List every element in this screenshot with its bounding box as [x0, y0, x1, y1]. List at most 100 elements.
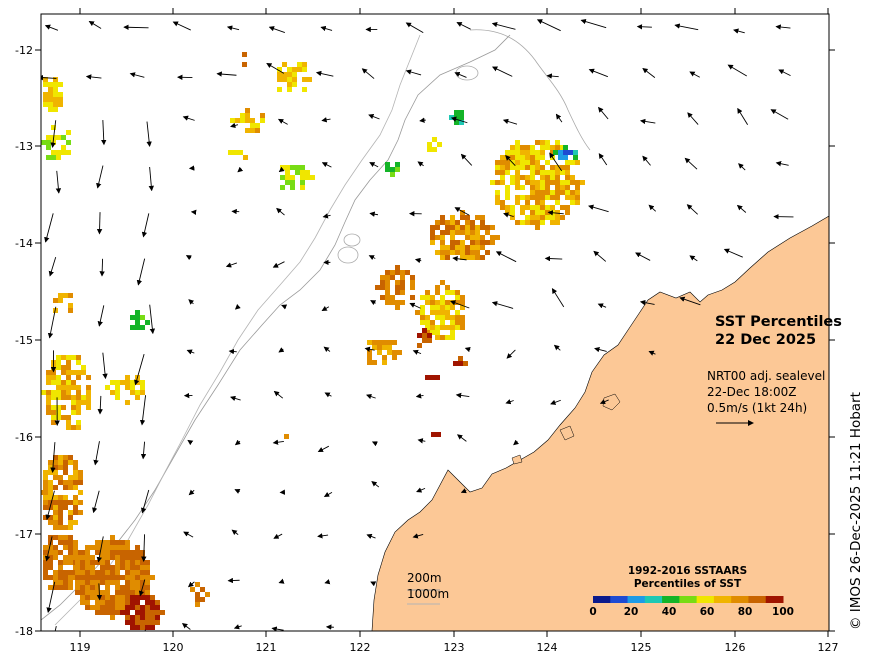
current-vector: [272, 439, 284, 445]
sst-pixel: [282, 77, 287, 82]
sst-pixel: [400, 275, 405, 280]
sst-pixel: [85, 585, 90, 590]
sst-pixel: [380, 280, 385, 285]
sst-pixel: [475, 235, 480, 240]
sst-pixel: [135, 325, 140, 330]
current-vector: [141, 213, 150, 238]
sst-pixel: [95, 585, 100, 590]
legend-title: 1992-2016 SSTAARS Percentiles of SST: [600, 565, 775, 591]
sst-pixel: [68, 303, 73, 308]
sst-pixel: [63, 455, 68, 460]
sst-pixel: [515, 195, 520, 200]
current-vector: [85, 74, 102, 80]
sst-pixel: [245, 118, 250, 123]
sst-pixel: [46, 405, 51, 410]
sst-pixel: [75, 560, 80, 565]
sst-pixel: [140, 315, 145, 320]
sst-pixel: [71, 385, 76, 390]
sst-pixel: [455, 240, 460, 245]
sst-pixel: [90, 580, 95, 585]
sst-pixel: [570, 180, 575, 185]
current-vector: [129, 72, 145, 78]
sst-pixel: [563, 145, 568, 150]
sst-pixel: [46, 145, 51, 150]
current-vector: [144, 629, 146, 631]
current-vector: [491, 66, 513, 77]
sst-pixel: [505, 190, 510, 195]
current-vector: [598, 153, 608, 166]
current-vector: [588, 204, 609, 213]
sst-pixel: [385, 280, 390, 285]
sst-pixel: [458, 361, 463, 366]
sst-pixel: [545, 175, 550, 180]
sst-pixel: [465, 215, 470, 220]
svg-text:127: 127: [818, 641, 839, 654]
sst-pixel: [135, 610, 140, 615]
sst-pixel: [425, 290, 430, 295]
sst-pixel: [495, 195, 500, 200]
sst-pixel: [230, 118, 235, 123]
sst-pixel: [81, 395, 86, 400]
sst-pixel: [75, 575, 80, 580]
sst-pixel: [490, 225, 495, 230]
sst-pixel: [135, 560, 140, 565]
sst-pixel: [145, 320, 150, 325]
sst-pixel: [145, 570, 150, 575]
sst-pixel: [435, 300, 440, 305]
sst-pixel: [385, 167, 390, 172]
sst-pixel: [48, 560, 53, 565]
current-vector: [588, 68, 608, 78]
sst-pixel: [48, 500, 53, 505]
sst-pixel: [46, 135, 51, 140]
current-vector: [415, 393, 424, 399]
sst-pixel: [450, 235, 455, 240]
sst-pixel: [430, 295, 435, 300]
svg-text:125: 125: [631, 641, 652, 654]
sst-pixel: [53, 485, 58, 490]
current-vector: [495, 251, 517, 263]
sst-pixel: [530, 170, 535, 175]
sst-pixel: [580, 180, 585, 185]
sst-pixel: [505, 195, 510, 200]
current-vector: [146, 121, 152, 147]
sst-pixel: [505, 185, 510, 190]
current-vector: [454, 207, 470, 216]
sst-pixel: [445, 245, 450, 250]
sst-pixel: [130, 620, 135, 625]
sst-pixel: [81, 370, 86, 375]
current-vector: [149, 304, 156, 335]
sst-pixel: [95, 545, 100, 550]
sst-pixel: [435, 235, 440, 240]
sst-pixel: [51, 375, 56, 380]
sst-pixel: [66, 390, 71, 395]
sst-pixel: [520, 195, 525, 200]
sst-pixel: [105, 385, 110, 390]
sst-pixel: [63, 495, 68, 500]
sst-pixel: [500, 175, 505, 180]
sst-pixel: [515, 145, 520, 150]
sst-pixel: [455, 230, 460, 235]
sst-pixel: [51, 380, 56, 385]
sst-pixel: [385, 275, 390, 280]
current-vector: [272, 261, 285, 268]
sst-pixel: [100, 570, 105, 575]
sst-pixel: [75, 570, 80, 575]
sst-pixel: [287, 82, 292, 87]
x-tick: 121: [256, 8, 277, 654]
sst-pixel: [110, 555, 115, 560]
sst-pixel: [71, 370, 76, 375]
sst-pixel: [53, 520, 58, 525]
colorbar-segment: [731, 596, 749, 603]
sst-pixel: [400, 300, 405, 305]
sst-pixel: [135, 600, 140, 605]
sst-pixel: [85, 550, 90, 555]
sst-pixel: [570, 175, 575, 180]
current-vector: [45, 490, 55, 521]
sst-pixel: [195, 602, 200, 607]
sst-pixel: [475, 215, 480, 220]
sst-pixel: [495, 190, 500, 195]
sst-pixel: [48, 505, 53, 510]
sst-pixel: [135, 575, 140, 580]
sst-pixel: [48, 82, 53, 87]
sst-pixel: [565, 170, 570, 175]
